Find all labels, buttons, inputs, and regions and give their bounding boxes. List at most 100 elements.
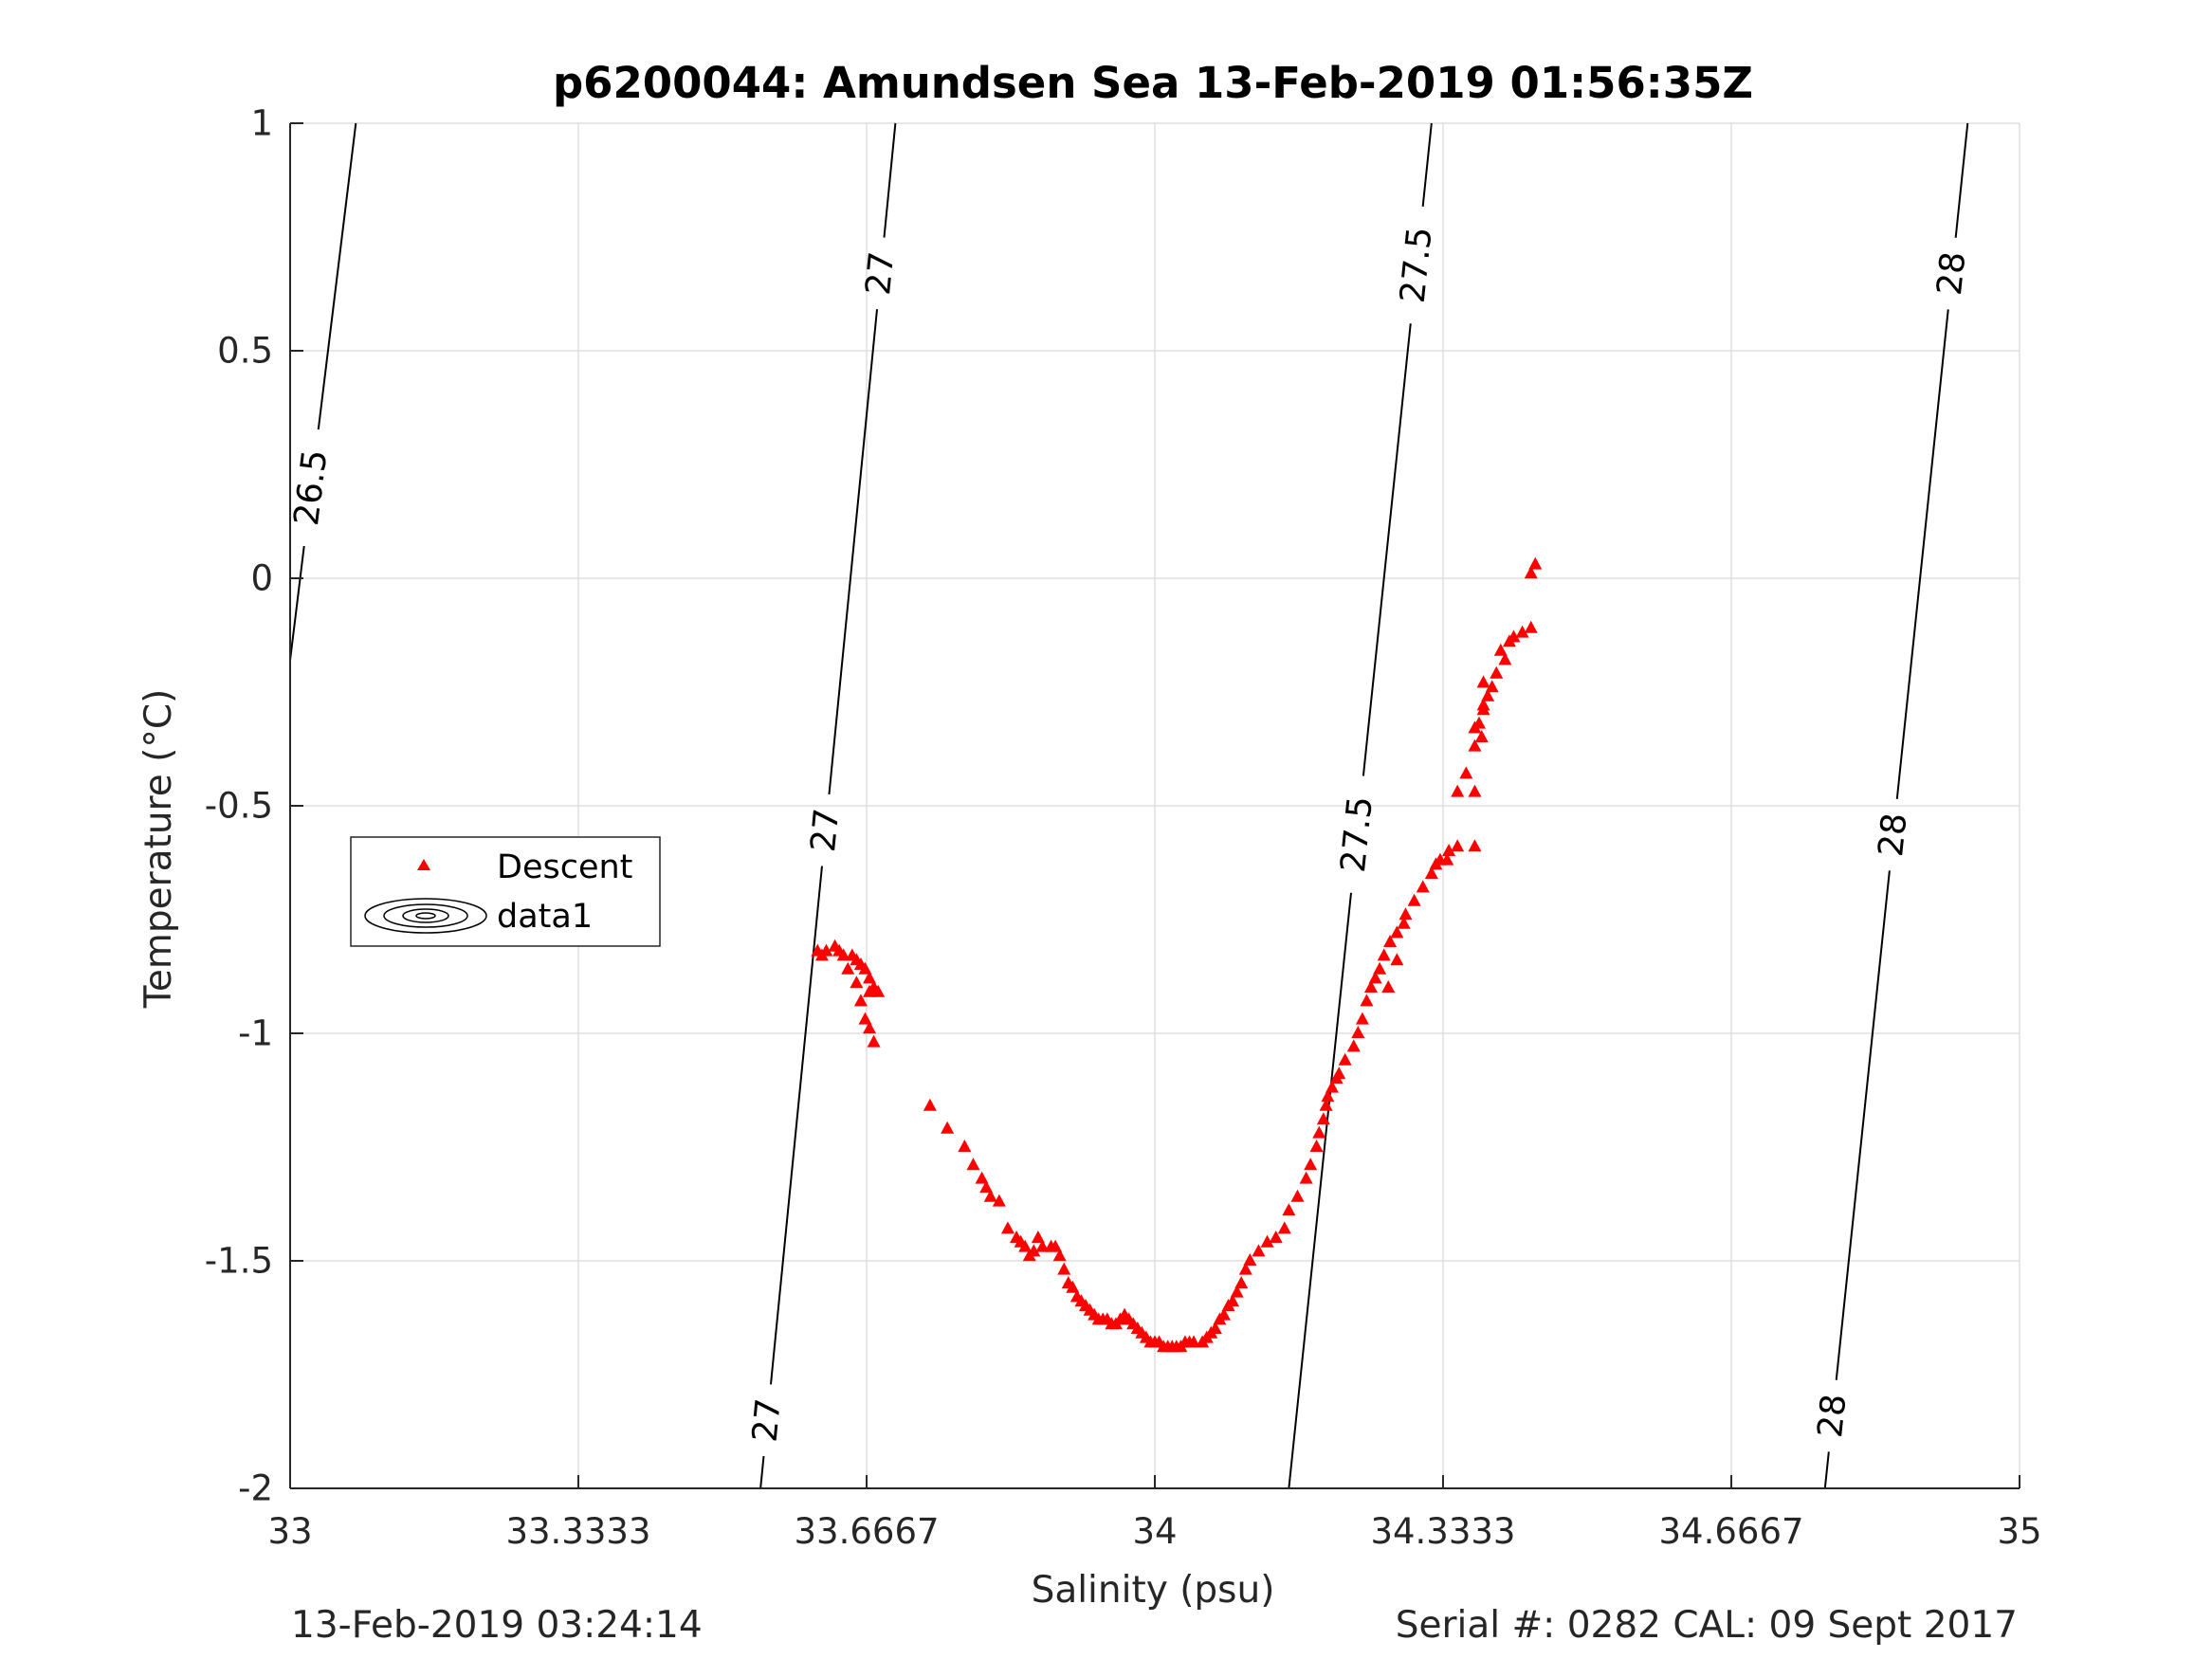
descent-point (1407, 893, 1421, 906)
descent-point (1474, 730, 1489, 742)
axes: 33 33.3333 33.6667 34 34.3333 34.6667 35 -2 -1.5… (205, 103, 2042, 1553)
descent-point (1424, 866, 1438, 879)
footer-serial-cal: Serial #: 0282 CAL: 09 Sept 2017 (1395, 1604, 2018, 1647)
descent-point (979, 1180, 994, 1194)
descent-point (1468, 720, 1482, 734)
descent-point (992, 1194, 1006, 1207)
descent-point (1377, 948, 1391, 961)
x-tick-label: 33.6667 (795, 1511, 940, 1552)
descent-point (941, 1121, 955, 1134)
density-contour-27 (759, 122, 897, 1489)
descent-point (1260, 1234, 1274, 1248)
descent-point (858, 1012, 872, 1025)
descent-point (1221, 1299, 1235, 1311)
descent-point (863, 971, 877, 984)
descent-point (1416, 880, 1430, 893)
descent-point (1373, 961, 1387, 975)
y-axis-label: Temperature (°C) (137, 689, 180, 1010)
descent-point (1230, 1285, 1244, 1298)
descent-point (1515, 625, 1529, 638)
contour-label: 27.5 (1334, 794, 1380, 874)
x-axis-label: Salinity (psu) (1032, 1569, 1275, 1612)
legend-descent-marker (417, 859, 430, 870)
y-tick-label: 1 (250, 103, 273, 144)
descent-point (1269, 1231, 1283, 1243)
descent-point (853, 994, 868, 1007)
descent-point (1524, 620, 1538, 633)
descent-point (1321, 1089, 1335, 1103)
density-contours: 26.5 27 27 27 27.5 27.5 28 28 28 (287, 122, 1974, 1489)
y-tick-label: 0 (250, 558, 273, 599)
legend-box (350, 836, 661, 947)
y-tick-label: -1.5 (205, 1241, 273, 1282)
y-tick-label: -2 (238, 1468, 273, 1509)
descent-point (1451, 784, 1465, 797)
x-tick-label: 34.3333 (1370, 1511, 1515, 1552)
descent-point (1290, 1189, 1305, 1202)
descent-point (1485, 680, 1499, 693)
x-tick-label: 34 (1132, 1511, 1177, 1552)
descent-point (1468, 839, 1482, 852)
descent-point (811, 943, 825, 957)
density-contour-28 (1823, 122, 1969, 1489)
contour-label: 27 (859, 250, 902, 298)
contour-label: 28 (1930, 250, 1974, 298)
descent-point (850, 975, 864, 989)
y-tick-label: 0.5 (217, 331, 273, 372)
descent-point (1368, 971, 1382, 984)
legend-contour-icon (364, 898, 487, 934)
descent-point (1451, 839, 1465, 852)
grid (289, 122, 2020, 1489)
descent-point (1360, 994, 1374, 1007)
descent-point (1299, 1171, 1313, 1184)
descent-point (1319, 1098, 1333, 1111)
descent-point (966, 1158, 980, 1171)
contour-label: 27.5 (1394, 226, 1440, 305)
density-contour-27.5 (1288, 122, 1433, 1489)
y-tick-label: -1 (238, 1013, 273, 1054)
descent-point (1010, 1231, 1024, 1243)
descent-point (1052, 1249, 1067, 1262)
descent-point (1277, 1221, 1291, 1234)
x-tick-label: 33.3333 (505, 1511, 650, 1552)
descent-point (1476, 675, 1490, 688)
descent-point (1316, 1112, 1330, 1125)
descent-point (867, 980, 881, 993)
descent-point (1338, 1052, 1352, 1066)
descent-point (1252, 1244, 1266, 1257)
descent-series (811, 556, 1543, 1353)
descent-point (1390, 953, 1404, 966)
descent-point (1442, 844, 1456, 856)
descent-point (1057, 1262, 1071, 1275)
x-tick-label: 33 (267, 1511, 312, 1552)
density-contour-26.5 (289, 122, 357, 661)
y-tick-label: -0.5 (205, 786, 273, 827)
contour-label: 26.5 (287, 447, 335, 528)
descent-point (1238, 1262, 1252, 1275)
legend: Descent data1 (350, 836, 661, 947)
x-tick-label: 34.6667 (1659, 1511, 1804, 1552)
descent-point (958, 1139, 972, 1152)
descent-point (1304, 1158, 1318, 1171)
descent-point (828, 939, 842, 952)
descent-point (1459, 766, 1473, 779)
descent-point (1325, 1080, 1339, 1093)
descent-point (1390, 925, 1404, 939)
legend-data1-label: data1 (497, 898, 593, 936)
descent-point (1022, 1249, 1036, 1262)
contour-label: 27 (804, 807, 847, 854)
descent-point (1312, 1125, 1326, 1139)
descent-point (1069, 1289, 1084, 1303)
descent-point (1498, 652, 1512, 665)
descent-point (1234, 1276, 1249, 1288)
descent-point (1490, 665, 1504, 679)
descent-point (1381, 980, 1396, 993)
descent-point (983, 1189, 997, 1202)
contour-label: 27 (746, 1396, 789, 1444)
descent-point (1476, 698, 1490, 711)
descent-point (1364, 980, 1378, 993)
descent-point (1502, 634, 1516, 647)
descent-point (1468, 738, 1482, 752)
descent-point (841, 961, 855, 975)
